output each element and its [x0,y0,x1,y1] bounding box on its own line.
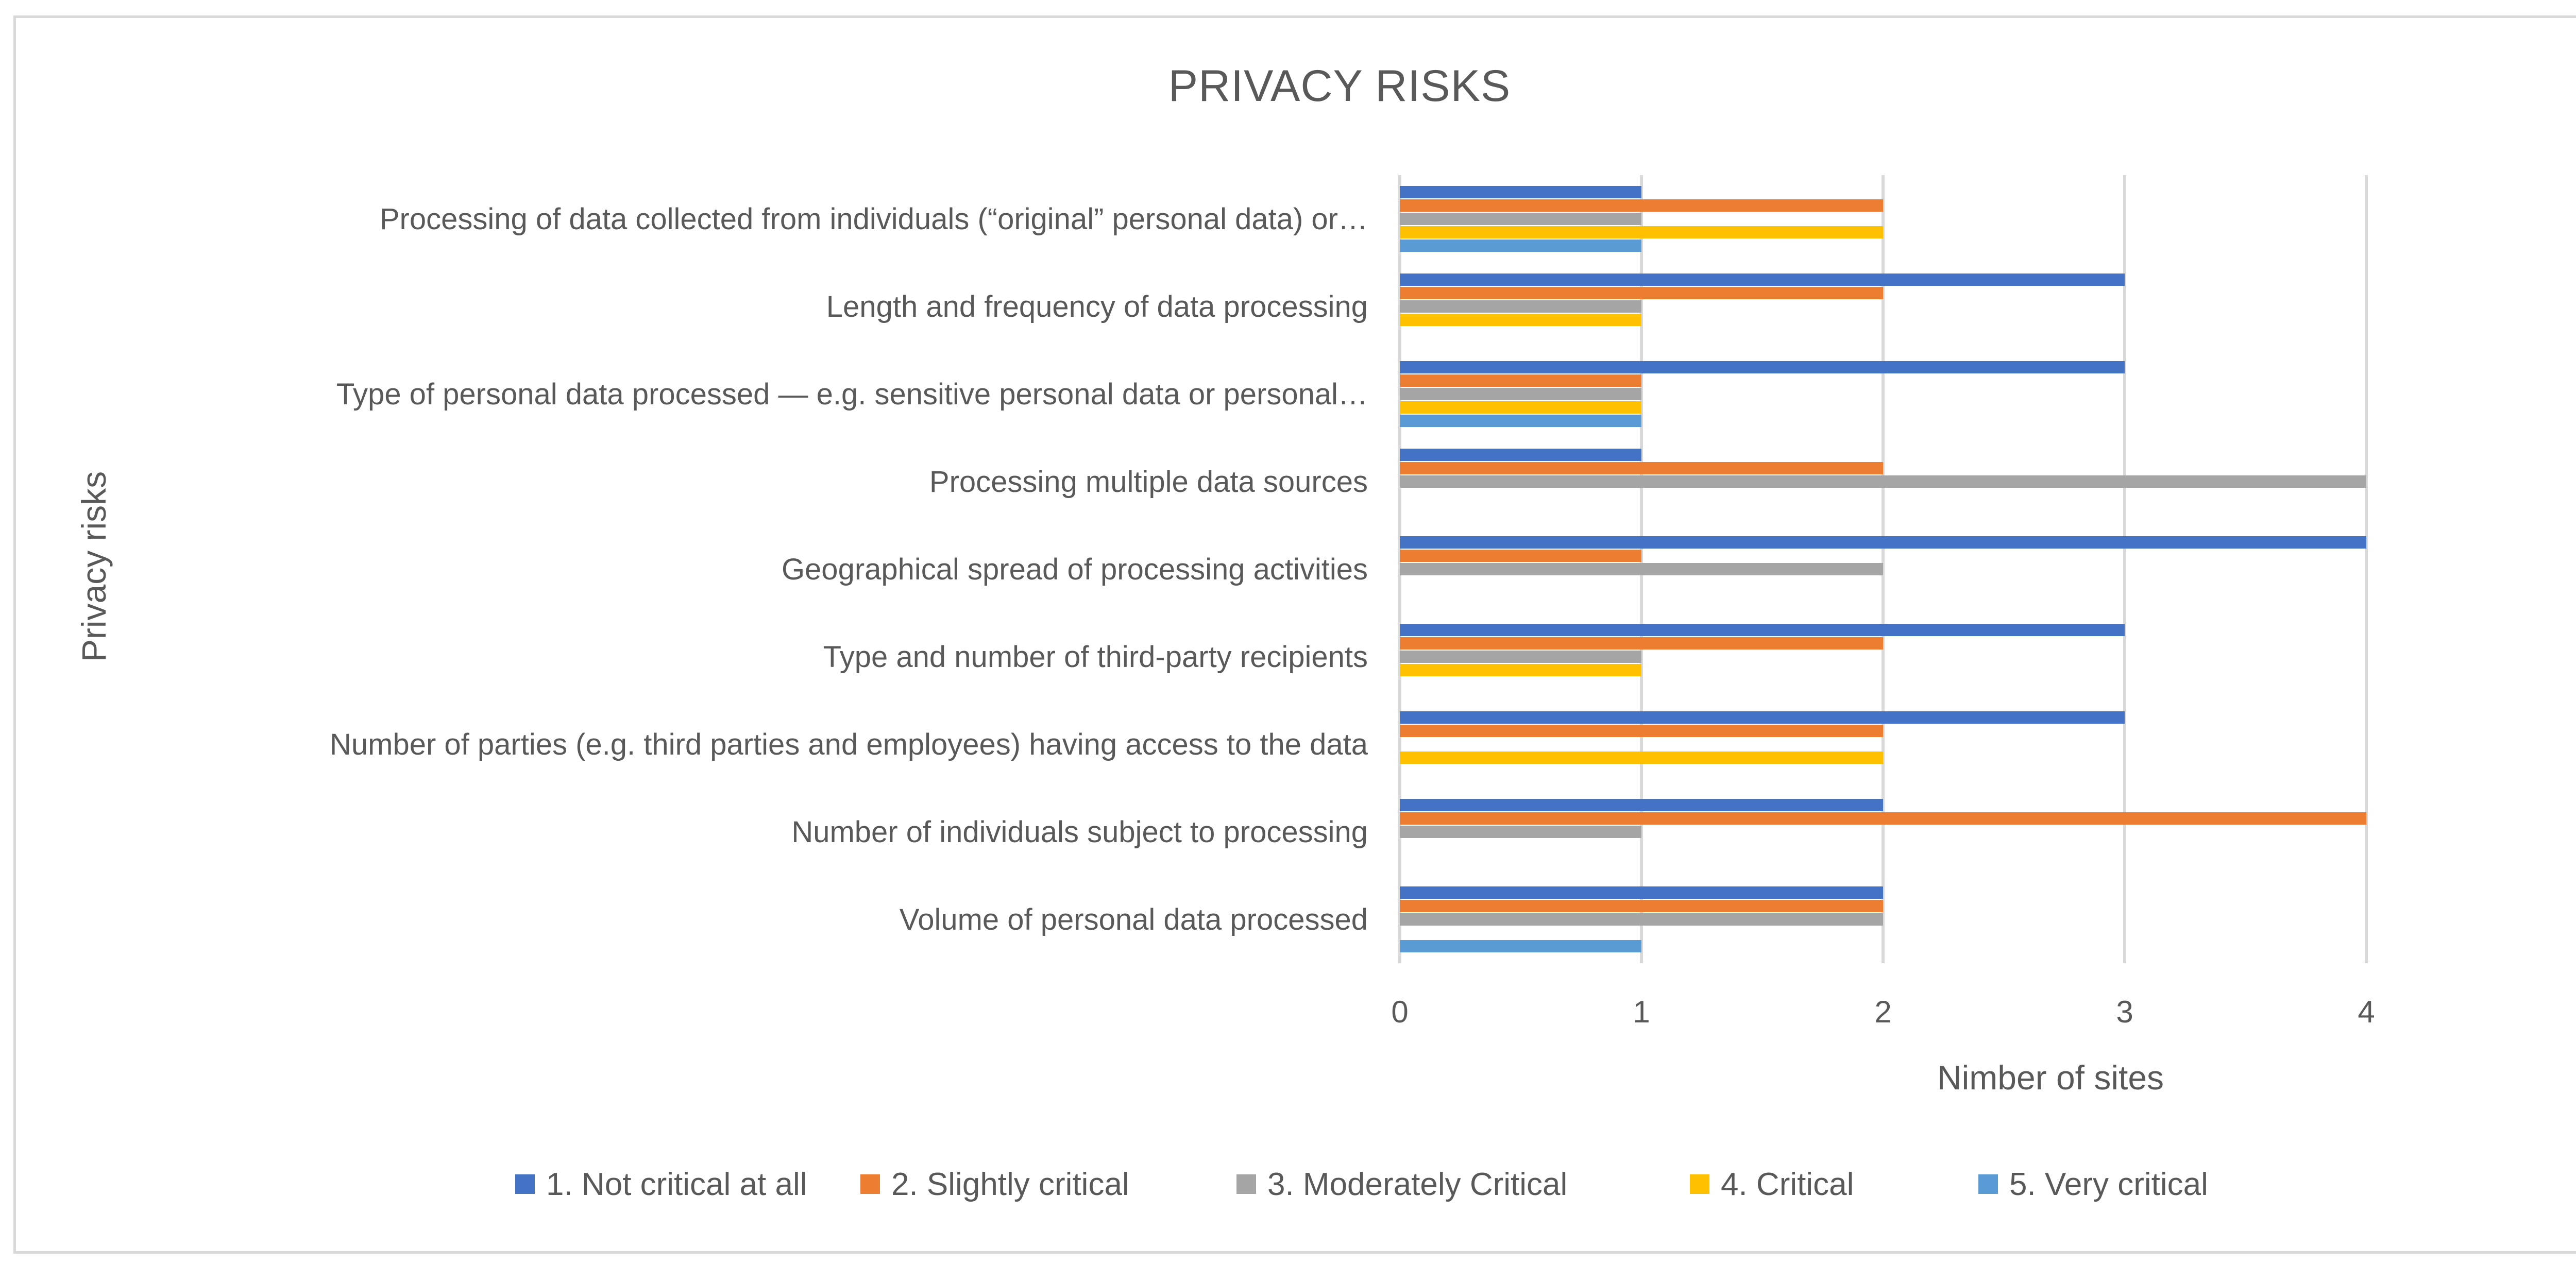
bar [1400,274,2125,286]
legend-swatch [1978,1174,1998,1194]
legend-swatch [1690,1174,1709,1194]
category-label: Type of personal data processed — e.g. s… [336,378,1368,411]
bar [1400,462,1883,474]
x-tick-label: 4 [2358,995,2375,1029]
bar [1400,374,1641,387]
x-tick-label: 3 [2116,995,2133,1029]
bar [1400,886,1883,899]
bar [1400,388,1641,400]
bar [1400,812,2366,825]
legend-label: 4. Critical [1721,1167,1854,1202]
category-label: Processing multiple data sources [929,465,1368,499]
chart-frame [13,15,2576,1254]
bar [1400,799,1883,811]
bar [1400,826,1641,838]
category-label: Volume of personal data processed [900,903,1368,936]
legend-swatch [1236,1174,1256,1194]
bar [1400,711,2125,724]
legend-swatch [860,1174,880,1194]
category-label: Length and frequency of data processing [826,290,1368,323]
bar [1400,186,1641,198]
bar [1400,415,1641,427]
x-axis-title: Nimber of sites [1937,1058,2164,1097]
bar [1400,751,1883,764]
category-label: Number of individuals subject to process… [791,815,1368,849]
bar [1400,361,2125,373]
category-label: Geographical spread of processing activi… [782,553,1368,586]
bar [1400,226,1883,238]
bar [1400,664,1641,676]
bar [1400,213,1641,225]
bar [1400,651,1641,663]
category-label: Number of parties (e.g. third parties an… [330,728,1368,761]
x-tick-label: 1 [1633,995,1650,1029]
bar [1400,475,2366,488]
bar [1400,637,1883,650]
bar [1400,913,1883,926]
bar [1400,314,1641,326]
bar [1400,624,2125,636]
legend-swatch [515,1174,535,1194]
bar [1400,401,1641,414]
bar [1400,287,1883,299]
bar [1400,300,1641,313]
bar [1400,240,1641,252]
y-axis-title: Privacy risks [75,471,113,662]
bars [1400,186,2366,952]
legend-label: 2. Slightly critical [891,1167,1129,1202]
bar [1400,550,1641,562]
x-tick-label: 0 [1391,995,1408,1029]
legend: 1. Not critical at all 2. Slightly critic… [515,1167,2208,1202]
chart-title: PRIVACY RISKS [1168,61,1511,111]
x-tick-labels: 012345 [1391,995,2375,1029]
category-labels: Processing of data collected from indivi… [330,202,1368,936]
bar [1400,563,1883,575]
legend-label: 3. Moderately Critical [1267,1167,1567,1202]
x-tick-label: 2 [1874,995,1891,1029]
bar [1400,940,1641,952]
category-label: Processing of data collected from indivi… [380,202,1368,236]
bar [1400,449,1641,461]
bar [1400,725,1883,737]
legend-label: 1. Not critical at all [546,1167,807,1202]
category-label: Type and number of third-party recipient… [823,640,1368,674]
bar [1400,199,1883,212]
bar [1400,900,1883,912]
bar [1400,536,2366,549]
legend-label: 5. Very critical [2009,1167,2208,1202]
